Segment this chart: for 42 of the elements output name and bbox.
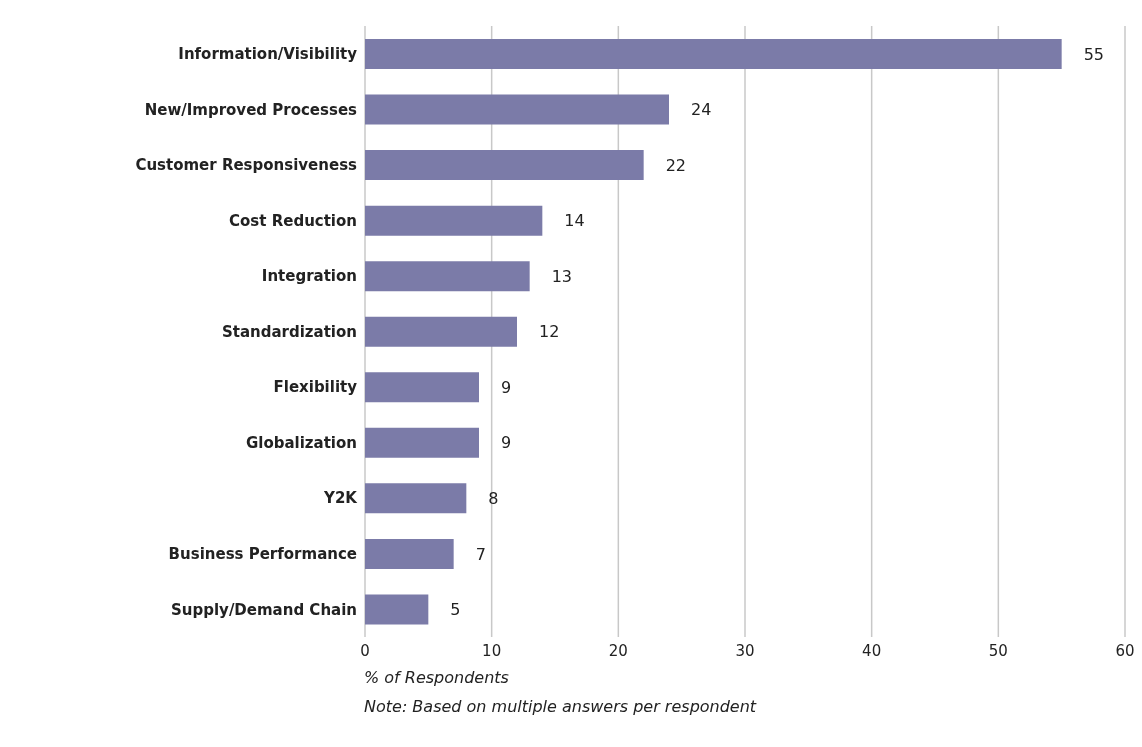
data-label: 5 <box>450 600 461 620</box>
y-tick-label: Globalization <box>245 433 357 452</box>
x-tick-label: 0 <box>360 641 370 660</box>
y-tick-label: Flexibility <box>273 378 358 397</box>
x-tick-label: 30 <box>735 641 755 660</box>
data-label: 22 <box>665 155 687 175</box>
y-tick-label: Y2K <box>323 489 359 508</box>
x-tick-label: 60 <box>1115 641 1135 660</box>
data-label: 9 <box>501 377 512 397</box>
x-tick-label: 20 <box>608 641 628 660</box>
y-tick-label: Business Performance <box>168 545 357 564</box>
x-axis-title: % of Respondents <box>364 668 509 687</box>
data-label: 9 <box>501 433 512 453</box>
bar <box>365 205 543 236</box>
x-tick-label: 40 <box>862 641 882 660</box>
y-tick-label: New/Improved Processes <box>144 100 358 119</box>
bar <box>365 316 517 347</box>
bar <box>365 94 669 125</box>
data-label: 55 <box>1083 44 1105 64</box>
bar <box>365 594 429 625</box>
bar <box>365 538 454 569</box>
bar <box>365 261 530 292</box>
y-tick-label: Supply/Demand Chain <box>171 600 357 619</box>
bar <box>365 483 467 514</box>
data-label: 7 <box>475 544 486 564</box>
data-label: 24 <box>691 100 712 120</box>
bar <box>365 372 479 403</box>
y-tick-label: Customer Responsiveness <box>135 156 358 175</box>
y-tick-label: Integration <box>261 267 357 286</box>
data-label: 12 <box>539 322 560 342</box>
data-label: 8 <box>488 489 499 509</box>
y-tick-label: Information/Visibility <box>178 45 358 64</box>
bar <box>365 427 479 458</box>
text: Note: Based on multiple answers per respondent <box>364 697 757 716</box>
bar <box>365 39 1062 69</box>
y-tick-label: Cost Reduction <box>229 211 357 230</box>
x-tick-label: 10 <box>482 641 502 660</box>
y-tick-label: Standardization <box>221 322 357 341</box>
data-label: 14 <box>564 211 585 231</box>
bar <box>365 150 644 181</box>
x-tick-label: 50 <box>988 641 1008 660</box>
data-label: 13 <box>551 266 573 286</box>
